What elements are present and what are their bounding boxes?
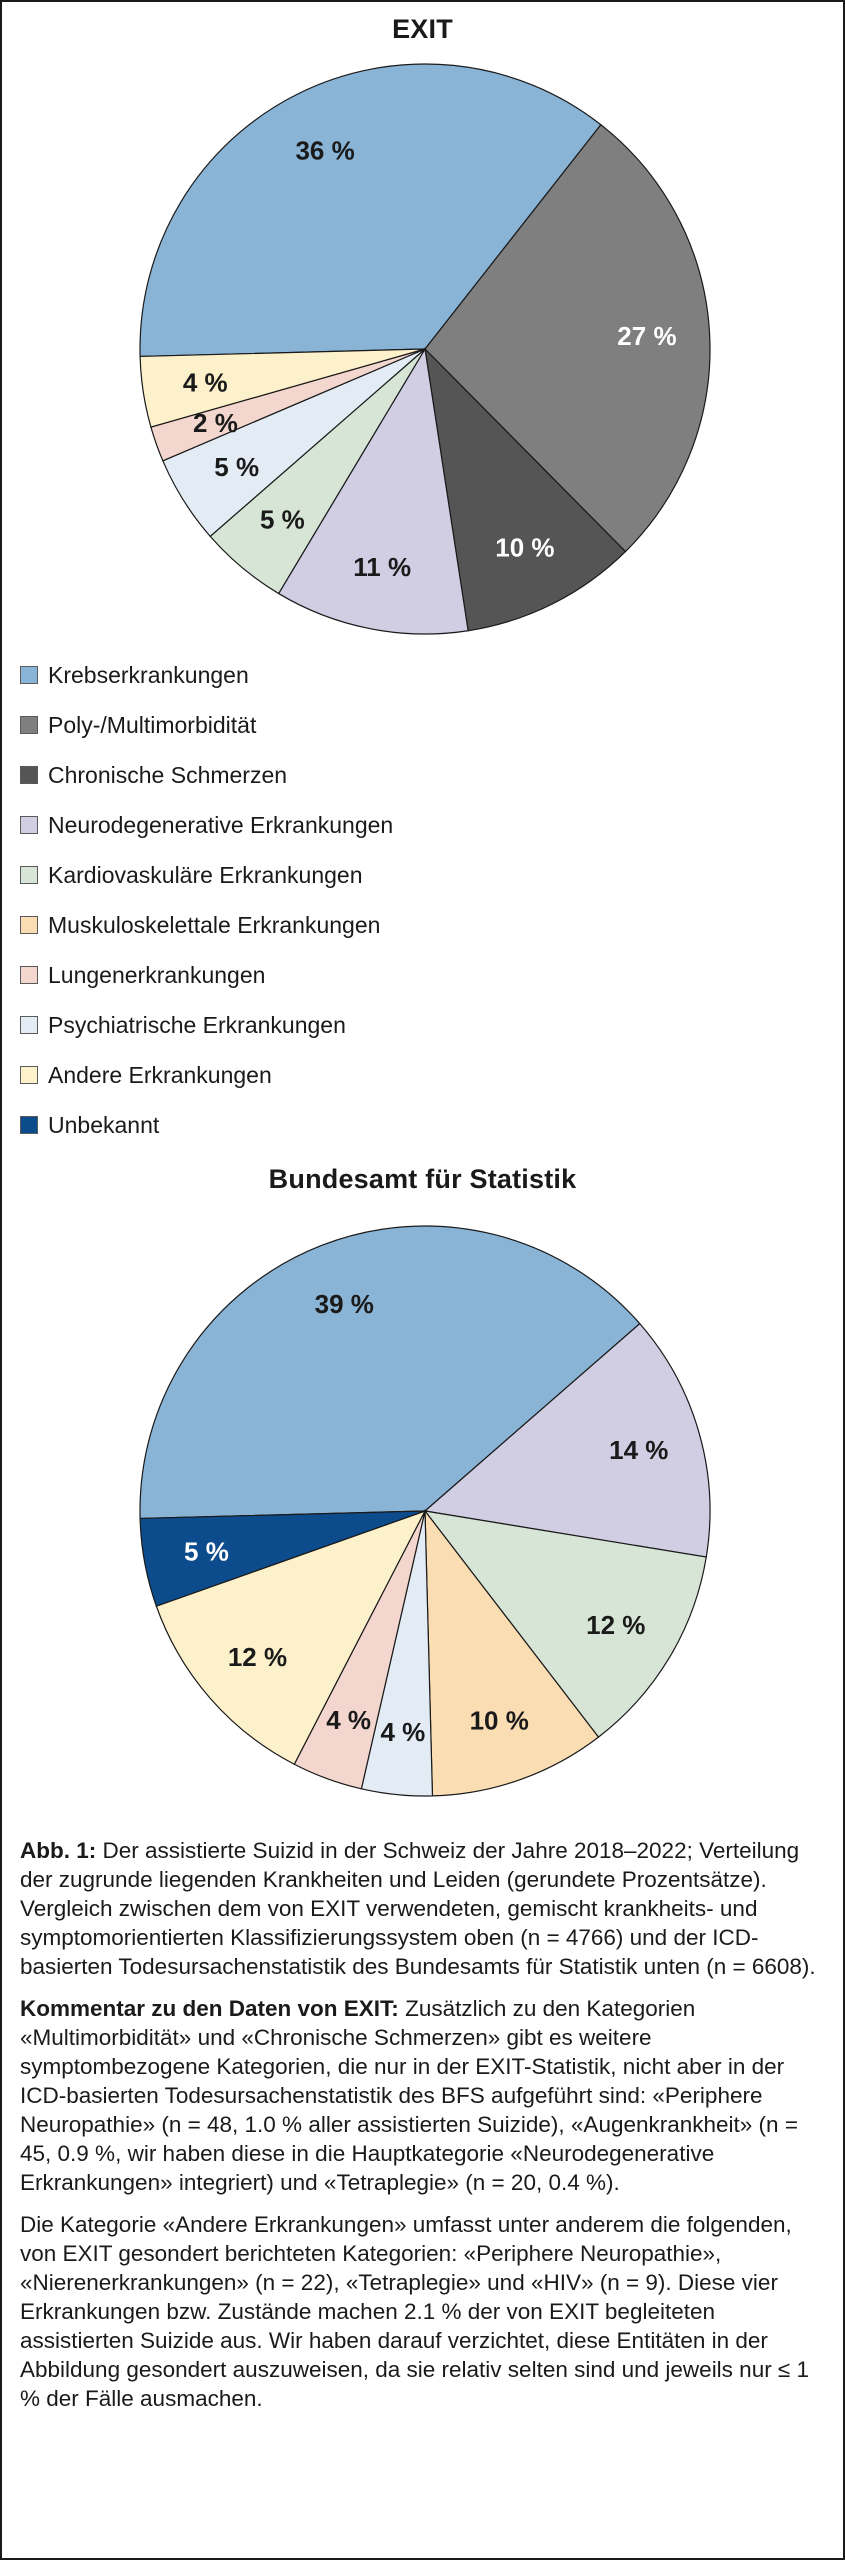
pie-label-psychiatrische-erkrankungen: 4 % bbox=[381, 1717, 426, 1747]
caption-comment-paragraph: Kommentar zu den Daten von EXIT: Zusätzl… bbox=[20, 1994, 820, 2197]
legend-label: Kardiovaskuläre Erkrankungen bbox=[48, 861, 363, 888]
legend-item-psychiatrische: Psychiatrische Erkrankungen bbox=[20, 1000, 393, 1050]
pie-label-muskuloskelettale-erkrankungen: 10 % bbox=[470, 1706, 529, 1736]
legend-swatch bbox=[20, 1066, 38, 1084]
pie-slice-unbekannt bbox=[139, 1510, 426, 1607]
pie-label-krebserkrankungen: 36 % bbox=[295, 135, 354, 165]
pie-chart-exit: 36 % 27 % 10 % 11 % 5 %5 % 2 % 4 % bbox=[139, 63, 711, 635]
chart-title-exit: EXIT bbox=[392, 14, 453, 44]
legend-swatch bbox=[20, 966, 38, 984]
legend-label: Unbekannt bbox=[48, 1111, 160, 1138]
pie-label-lungenerkrankungen: 2 % bbox=[193, 408, 238, 438]
pie-label-krebserkrankungen: 39 % bbox=[315, 1289, 374, 1319]
pie-label-kardiovaskul-re-erkrankungen: 5 % bbox=[260, 505, 305, 535]
pie-label-chronische-schmerzen: 10 % bbox=[495, 533, 554, 563]
legend-item-krebserkrankungen: Krebserkrankungen bbox=[20, 650, 393, 700]
pie-label-kardiovaskul-re-erkrankungen: 12 % bbox=[586, 1610, 645, 1640]
legend-item-andere: Andere Erkrankungen bbox=[20, 1050, 393, 1100]
pie-label-unbekannt: 5 % bbox=[184, 1537, 229, 1567]
pie-slice-andere-erkrankungen bbox=[139, 348, 426, 428]
pie-slice-neurodegenerative-erkrankungen bbox=[277, 347, 469, 635]
legend-item-kardiovaskulaere: Kardiovaskuläre Erkrankungen bbox=[20, 850, 393, 900]
pie-chart-bfs: 39 % 14 % 12 % 10 % 4 % 4 % 12 % 5 % bbox=[139, 1225, 711, 1797]
legend-label: Lungenerkrankungen bbox=[48, 961, 266, 988]
legend-item-muskuloskelettale: Muskuloskelettale Erkrankungen bbox=[20, 900, 393, 950]
pie-slice-krebserkrankungen bbox=[139, 1225, 641, 1520]
legend-label: Krebserkrankungen bbox=[48, 661, 249, 688]
caption-other-paragraph: Die Kategorie «Andere Erkrankungen» umfa… bbox=[20, 2210, 820, 2413]
caption-figure-text: Der assistierte Suizid in der Schweiz de… bbox=[20, 1838, 816, 1979]
caption-figure-label: Abb. 1: bbox=[20, 1838, 97, 1863]
legend-swatch bbox=[20, 816, 38, 834]
caption-other-text: Die Kategorie «Andere Erkrankungen» umfa… bbox=[20, 2212, 810, 2411]
pie-label-andere-erkrankungen: 12 % bbox=[228, 1642, 287, 1672]
legend-label: Neurodegenerative Erkrankungen bbox=[48, 811, 394, 838]
caption-figure-paragraph: Abb. 1: Der assistierte Suizid in der Sc… bbox=[20, 1836, 820, 1981]
pie-slice-andere-erkrankungen bbox=[155, 1509, 427, 1766]
legend-item-chronische-schmerzen: Chronische Schmerzen bbox=[20, 750, 393, 800]
pie-label-lungenerkrankungen: 4 % bbox=[326, 1705, 371, 1735]
legend: Krebserkrankungen Poly-/Multimorbidität … bbox=[20, 650, 393, 1150]
chart-title-bfs: Bundesamt für Statistik bbox=[268, 1164, 577, 1194]
caption-comment-text: Zusätzlich zu den Kategorien «Multimorbi… bbox=[20, 1996, 798, 2195]
legend-label: Muskuloskelettale Erkrankungen bbox=[48, 911, 381, 938]
legend-swatch bbox=[20, 1016, 38, 1034]
pie-label-poly-multimorbidit-t: 27 % bbox=[617, 321, 676, 351]
legend-item-lungenerkrankungen: Lungenerkrankungen bbox=[20, 950, 393, 1000]
pie-slice-krebserkrankungen bbox=[139, 63, 602, 358]
pie-label-neurodegenerative-erkrankungen: 11 % bbox=[353, 552, 411, 582]
legend-label: Chronische Schmerzen bbox=[48, 761, 288, 788]
legend-swatch bbox=[20, 866, 38, 884]
pie-slice-chronische-schmerzen bbox=[424, 347, 627, 632]
legend-label: Andere Erkrankungen bbox=[48, 1061, 272, 1088]
legend-swatch bbox=[20, 716, 38, 734]
figure-caption: Abb. 1: Der assistierte Suizid in der Sc… bbox=[20, 1836, 820, 2426]
pie-label-neurodegenerative-erkrankungen: 14 % bbox=[609, 1435, 668, 1465]
legend-item-neurodegenerative: Neurodegenerative Erkrankungen bbox=[20, 800, 393, 850]
pie-slice-muskuloskelettale-erkrankungen bbox=[424, 1509, 600, 1797]
legend-item-multimorbiditaet: Poly-/Multimorbidität bbox=[20, 700, 393, 750]
pie-slice-neurodegenerative-erkrankungen bbox=[423, 1322, 711, 1558]
legend-swatch bbox=[20, 916, 38, 934]
pie-label-andere-erkrankungen: 4 % bbox=[183, 368, 228, 398]
caption-comment-label: Kommentar zu den Daten von EXIT: bbox=[20, 1996, 399, 2021]
legend-item-unbekannt: Unbekannt bbox=[20, 1100, 393, 1150]
legend-swatch bbox=[20, 766, 38, 784]
pie-label-psychiatrische-erkrankungen: 5 % bbox=[214, 452, 259, 482]
legend-swatch bbox=[20, 1116, 38, 1134]
legend-swatch bbox=[20, 666, 38, 684]
legend-label: Psychiatrische Erkrankungen bbox=[48, 1011, 346, 1038]
pie-slice-kardiovaskul-re-erkrankungen bbox=[423, 1510, 707, 1738]
legend-label: Poly-/Multimorbidität bbox=[48, 711, 257, 738]
pie-slice-poly-multimorbidit-t bbox=[424, 123, 711, 553]
